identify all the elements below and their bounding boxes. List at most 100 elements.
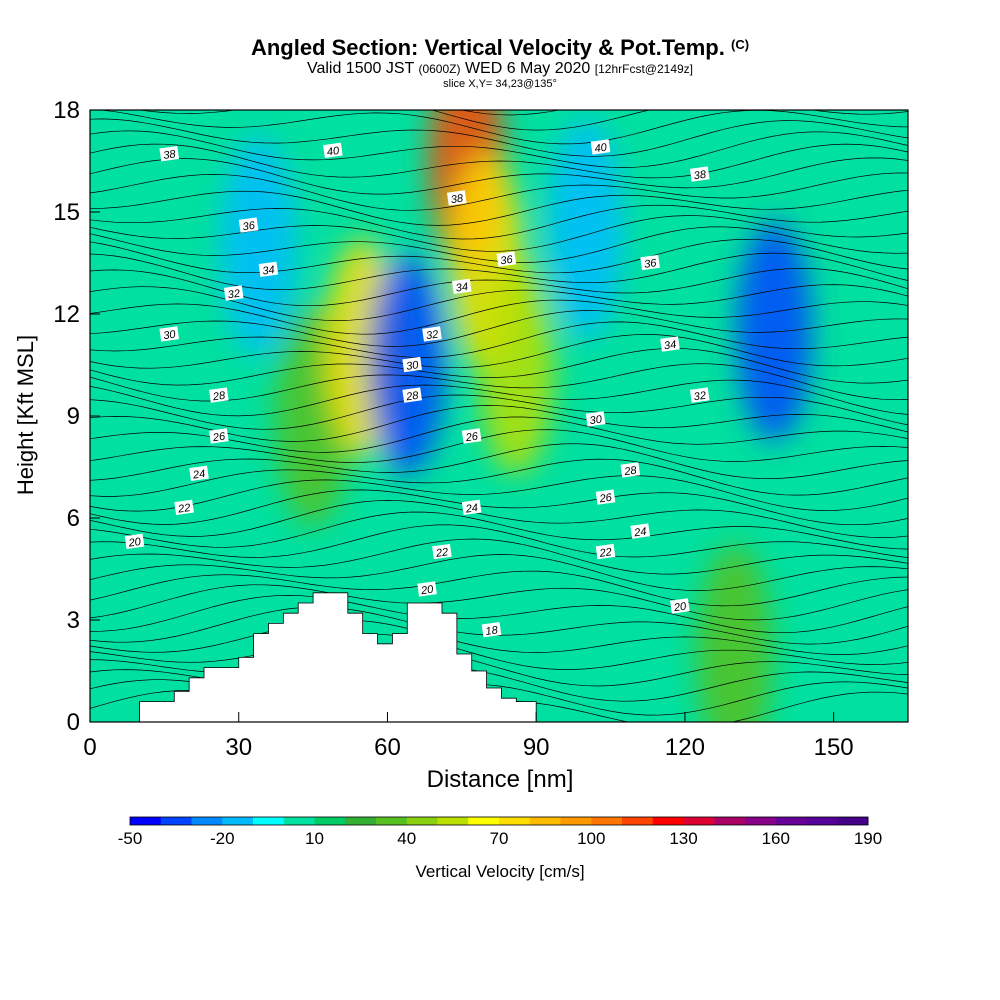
isentrope-line bbox=[90, 584, 908, 621]
isentrope-label-text: 26 bbox=[598, 492, 614, 506]
isentrope-label: 24 bbox=[189, 465, 209, 482]
valid-utc-text: (0600Z) bbox=[418, 62, 461, 76]
isentrope-label-text: 38 bbox=[693, 169, 708, 183]
chart-title-tag: (C) bbox=[731, 37, 750, 52]
isentrope-label: 34 bbox=[451, 278, 472, 295]
colorbar-swatch bbox=[560, 817, 592, 825]
isentrope-label-text: 30 bbox=[589, 413, 604, 427]
isentrope-label: 20 bbox=[417, 581, 437, 597]
isentrope-label: 26 bbox=[209, 428, 229, 444]
forecast-text: [12hrFcst@2149z] bbox=[594, 62, 694, 76]
isentrope-label: 34 bbox=[660, 336, 680, 352]
isentrope-label: 40 bbox=[323, 142, 343, 159]
isentrope-label-bg bbox=[174, 499, 194, 515]
isentrope-label-text: 22 bbox=[598, 546, 613, 560]
velocity-feature bbox=[547, 119, 624, 339]
y-tick-label: 3 bbox=[67, 607, 80, 634]
x-tick-label: 90 bbox=[523, 734, 550, 761]
isentrope-label-text: 32 bbox=[227, 288, 241, 302]
isentrope-label: 20 bbox=[124, 533, 145, 550]
isentrope-label-text: 32 bbox=[693, 390, 707, 404]
isentrope-line bbox=[90, 606, 908, 645]
colorbar-swatch bbox=[314, 817, 346, 825]
y-tick-label: 15 bbox=[53, 199, 80, 226]
isentrope-label-text: 24 bbox=[633, 526, 648, 540]
terrain bbox=[139, 592, 537, 722]
isentrope-line bbox=[90, 633, 908, 670]
colorbar-swatch bbox=[745, 817, 777, 825]
isentrope-label-bg bbox=[451, 278, 472, 294]
isentrope-line bbox=[90, 189, 908, 226]
isentrope-line bbox=[90, 118, 908, 157]
isentrope-label-text: 18 bbox=[485, 624, 500, 638]
colorbar-tick-label: 100 bbox=[577, 829, 605, 848]
isentrope-line bbox=[90, 215, 908, 252]
isentrope-label: 18 bbox=[481, 622, 502, 638]
colorbar-tick-label: 70 bbox=[490, 829, 509, 848]
isentrope-label-text: 24 bbox=[191, 468, 206, 482]
isentrope-label-text: 32 bbox=[425, 329, 439, 343]
terrain-profile bbox=[139, 592, 537, 722]
isentrope-label-bg bbox=[402, 387, 422, 403]
isentrope-label: 38 bbox=[446, 190, 467, 206]
isentrope-label-text: 30 bbox=[163, 328, 178, 342]
isentrope-label-text: 30 bbox=[405, 359, 420, 373]
chart-subtitle: Valid 1500 JST (0600Z) WED 6 May 2020 [1… bbox=[0, 60, 1000, 78]
isentrope-label: 22 bbox=[174, 499, 194, 516]
isentrope-label-text: 38 bbox=[163, 148, 178, 162]
isentrope-line bbox=[90, 489, 908, 526]
isentrope-label-text: 40 bbox=[594, 141, 609, 155]
isentrope-label-bg bbox=[417, 581, 437, 597]
isentrope-line bbox=[90, 595, 908, 634]
isentrope-label-bg bbox=[223, 285, 244, 301]
isentrope-label: 38 bbox=[689, 166, 710, 183]
isentrope-line bbox=[90, 299, 908, 335]
colorbar-swatch bbox=[283, 817, 315, 825]
isentrope-label-bg bbox=[670, 598, 690, 614]
isentrope-line bbox=[90, 500, 908, 538]
isentrope-line bbox=[90, 379, 908, 417]
colorbar-swatch bbox=[253, 817, 285, 825]
colorbar-swatch bbox=[160, 817, 192, 825]
isentrope-label-text: 24 bbox=[464, 502, 479, 516]
isentrope-label-text: 36 bbox=[500, 254, 515, 268]
isentrope-label: 40 bbox=[590, 139, 611, 155]
isentrope-line bbox=[97, 110, 908, 145]
isentrope-label: 26 bbox=[461, 428, 482, 444]
isentrope-label-bg bbox=[159, 326, 180, 342]
colorbar-swatch bbox=[437, 817, 469, 825]
isentrope-line bbox=[137, 110, 908, 131]
isentrope-line bbox=[90, 143, 908, 179]
colorbar-swatch bbox=[837, 817, 869, 825]
isentrope-label-bg bbox=[660, 336, 680, 352]
isentrope-label-text: 36 bbox=[242, 220, 257, 234]
y-tick-label: 18 bbox=[53, 97, 80, 124]
isentrope-label: 22 bbox=[432, 543, 452, 560]
isentrope-line bbox=[90, 238, 908, 274]
isentrope-label-text: 22 bbox=[176, 502, 191, 516]
isentrope-label-text: 38 bbox=[450, 192, 465, 206]
isentrope-label-text: 20 bbox=[127, 536, 143, 550]
valid-date-text: WED 6 May 2020 bbox=[464, 60, 591, 77]
isentrope-line bbox=[90, 458, 908, 497]
isentrope-label-bg bbox=[209, 428, 229, 444]
valid-time-text: Valid 1500 JST bbox=[306, 60, 414, 77]
isentrope-line bbox=[90, 511, 908, 550]
isentrope-label-text: 34 bbox=[663, 339, 677, 353]
isentrope-label-text: 26 bbox=[464, 430, 480, 444]
colorbar-tick-label: -50 bbox=[118, 829, 143, 848]
y-tick-label: 9 bbox=[67, 403, 80, 430]
isentrope-label-bg bbox=[496, 251, 517, 267]
slice-info: slice X,Y= 34,23@135° bbox=[443, 78, 557, 90]
colorbar-label: Vertical Velocity [cm/s] bbox=[415, 862, 585, 881]
colorbar-frame bbox=[129, 816, 869, 826]
x-tick-label: 0 bbox=[83, 734, 96, 761]
isentrope-line bbox=[90, 524, 908, 559]
colorbar-swatch bbox=[376, 817, 408, 825]
isentrope-line bbox=[90, 204, 908, 240]
isentrope-label-bg bbox=[595, 543, 616, 560]
isentrope-label-bg bbox=[689, 166, 710, 182]
isentrope-label-bg bbox=[620, 462, 641, 478]
